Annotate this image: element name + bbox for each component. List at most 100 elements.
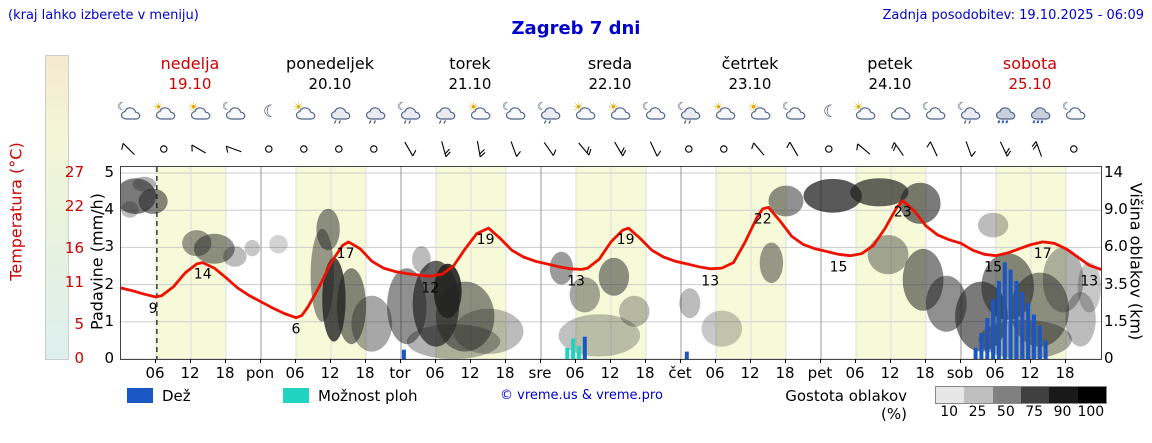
rain-bar: [1008, 269, 1013, 359]
cloud-cover-blob: [121, 201, 139, 218]
day-date: 23.10: [728, 75, 772, 93]
page-title: Zagreb 7 dni: [511, 18, 641, 39]
density-segment: [1077, 387, 1106, 403]
x-tickmark: [960, 359, 961, 363]
axis-tick-label: 1: [104, 311, 114, 330]
wind-barb-icon: [404, 141, 417, 157]
x-tickmark: [400, 359, 401, 363]
cloud-cover-blob: [679, 288, 701, 319]
cloud-shape: [995, 107, 1016, 120]
x-tickmark: [820, 359, 821, 363]
sun-glyph: ☀: [573, 100, 584, 114]
drizzle-marks: [368, 120, 376, 124]
cloud-shape: [750, 107, 771, 120]
rain-bar: [985, 318, 990, 359]
wind-barb-icon: [965, 141, 976, 157]
day-date: 25.10: [1008, 75, 1052, 93]
day-name-nedelja: nedelja: [160, 54, 220, 73]
cloud-cover-blob: [867, 235, 909, 275]
axis-tick-label: 2: [104, 274, 114, 293]
cloud-cover-blob: [132, 176, 156, 192]
cloud-cover-blob: [759, 242, 784, 284]
moon-glyph: ☾: [957, 100, 967, 113]
wind-barb-icon: [441, 141, 451, 158]
cloud-density-legend-label: Gostota oblakov (%): [785, 387, 907, 423]
moon-glyph: ☾: [537, 100, 547, 113]
axis-tick-label: 16: [64, 238, 84, 257]
temperature-value-label: 19: [617, 232, 635, 248]
cloud-cover-blob: [803, 178, 862, 213]
temperature-value-label: 13: [567, 273, 585, 289]
cloud-shape: [190, 107, 211, 120]
axis-tick-label: 5: [74, 314, 84, 333]
axis-tick-label: 0: [104, 349, 114, 367]
cloud-shape: [890, 107, 911, 120]
temperature-value-label: 17: [337, 246, 355, 262]
temperature-value-label: 22: [754, 211, 772, 227]
cloud-drizzle-icon: [326, 100, 352, 130]
sun-glyph: ☀: [188, 100, 199, 114]
rain-bar: [684, 351, 689, 359]
cloud-shape: [365, 107, 386, 120]
temperature-line: [121, 199, 1101, 320]
temperature-value-label: 19: [477, 232, 495, 248]
temperature-value-label: 12: [421, 280, 439, 296]
x-tickmark: [1030, 359, 1031, 363]
moon-glyph: ☾: [642, 100, 652, 113]
cloud-cover-blob: [269, 235, 288, 254]
cloud-shape: [120, 107, 141, 120]
drizzle-marks: [403, 120, 411, 124]
rain-bar: [1002, 262, 1007, 359]
cloud-shape: [540, 107, 561, 120]
calm-wind-icon: [720, 145, 728, 153]
cloud-shape: [925, 107, 946, 120]
sun-glyph: ☀: [853, 100, 864, 114]
cloud-shape: [610, 107, 631, 120]
cloud-shape: [330, 107, 351, 120]
density-tick-label: 25: [968, 404, 987, 420]
moon-glyph: ☾: [502, 100, 512, 113]
temperature-axis-title: Temperatura (°C): [6, 142, 26, 281]
density-segment: [936, 387, 965, 403]
x-tickmark: [540, 359, 541, 363]
copyright-link[interactable]: © vreme.us & vreme.pro: [500, 388, 663, 403]
moon-cloud-drizzle-icon: ☾: [676, 100, 702, 130]
x-tickmark: [750, 359, 751, 363]
axis-tick-label: 11: [64, 273, 84, 292]
rain-drops: [1032, 120, 1044, 124]
day-name-petek: petek: [867, 54, 913, 73]
moon-icon: ☾: [256, 100, 282, 130]
temperature-value-label: 6: [292, 322, 301, 338]
x-axis-label: 12: [180, 364, 200, 382]
x-tickmark: [260, 359, 261, 363]
wind-barb-icon: [856, 143, 871, 155]
temperature-value-label: 14: [194, 267, 212, 283]
moon-cloud-drizzle-icon: ☾: [536, 100, 562, 130]
cloud-shape: [715, 107, 736, 120]
axis-tick-label: 22: [64, 197, 84, 216]
x-tickmark: [1065, 359, 1066, 363]
drizzle-marks: [438, 120, 446, 124]
x-axis-label: 12: [740, 364, 760, 382]
wind-barb-icon: [121, 142, 135, 156]
temperature-value-label: 13: [701, 273, 719, 289]
cloud-cover-blob: [351, 295, 393, 352]
axis-tick-label: 3.5: [1104, 274, 1128, 293]
cloud-shape: [645, 107, 666, 120]
cloud-density-gradient: [935, 386, 1107, 404]
cloud-height-axis-title: Višina oblakov (km): [1126, 182, 1146, 341]
cloud-drizzle-icon: [361, 100, 387, 130]
cloud-cover-blob: [978, 320, 1072, 359]
x-tickmark: [610, 359, 611, 363]
sun-glyph: ☀: [293, 100, 304, 114]
day-date: 22.10: [588, 75, 632, 93]
sun-glyph: ☀: [713, 100, 724, 114]
rain-cloud-icon: [1026, 100, 1052, 130]
sun-cloud-icon: ☀: [851, 100, 877, 130]
moon-cloud-icon: ☾: [781, 100, 807, 130]
day-name-četrtek: četrtek: [721, 54, 779, 73]
moon-glyph: ☾: [222, 100, 232, 113]
calm-wind-icon: [160, 145, 168, 153]
moon-cloud-icon: ☾: [1061, 100, 1087, 130]
meteogram-plot: 9 14 6 17 12 19 13 19 13 22 15 23 15 17 13: [120, 166, 1102, 360]
